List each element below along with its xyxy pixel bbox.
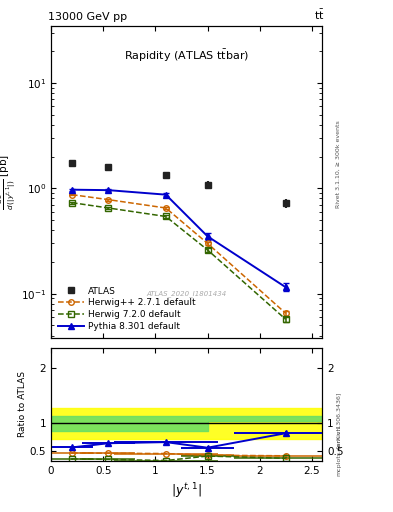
Text: Rivet 3.1.10, ≥ 300k events: Rivet 3.1.10, ≥ 300k events [336, 120, 341, 208]
Text: 13000 GeV pp: 13000 GeV pp [48, 12, 127, 22]
Text: mcplots.cern.ch: mcplots.cern.ch [336, 425, 341, 476]
X-axis label: $|y^{t,1}|$: $|y^{t,1}|$ [171, 481, 202, 501]
Legend: ATLAS, Herwig++ 2.7.1 default, Herwig 7.2.0 default, Pythia 8.301 default: ATLAS, Herwig++ 2.7.1 default, Herwig 7.… [55, 284, 198, 333]
Y-axis label: Ratio to ATLAS: Ratio to ATLAS [18, 372, 27, 437]
Text: [arXiv:1306.3436]: [arXiv:1306.3436] [336, 392, 341, 448]
Text: ATLAS_2020_I1801434: ATLAS_2020_I1801434 [147, 291, 227, 297]
Y-axis label: $\frac{d\,\sigma^\mathrm{fid}}{d\,(|y^{t,1}|)}$ [pb]: $\frac{d\,\sigma^\mathrm{fid}}{d\,(|y^{t… [0, 154, 18, 210]
Text: t$\bar{\rm t}$: t$\bar{\rm t}$ [314, 8, 325, 22]
Text: Rapidity (ATLAS t$\bar{\rm t}$bar): Rapidity (ATLAS t$\bar{\rm t}$bar) [124, 48, 249, 63]
